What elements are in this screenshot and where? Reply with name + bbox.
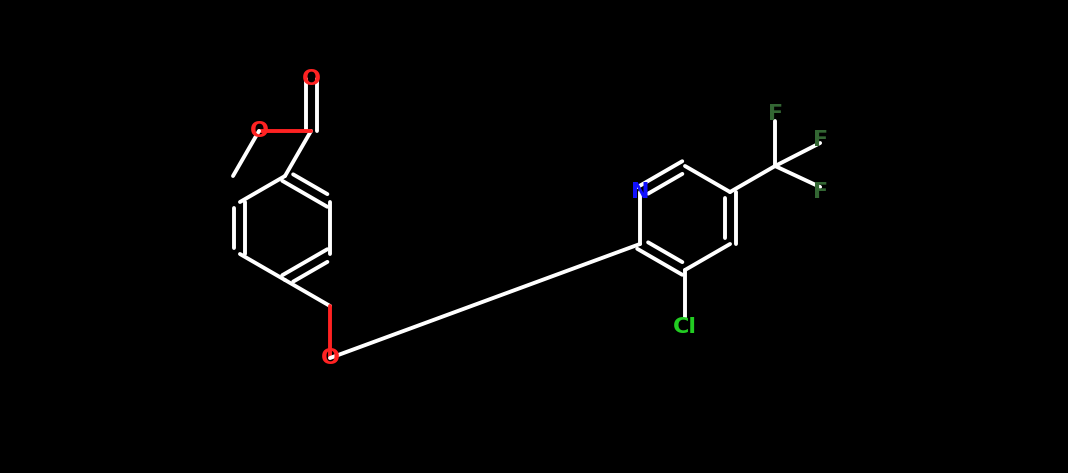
Text: O: O bbox=[301, 69, 320, 89]
Text: Cl: Cl bbox=[673, 317, 697, 337]
Text: F: F bbox=[813, 182, 828, 202]
Text: N: N bbox=[631, 182, 649, 202]
Text: F: F bbox=[768, 104, 783, 124]
Text: F: F bbox=[813, 130, 828, 150]
Text: O: O bbox=[320, 348, 340, 368]
Text: O: O bbox=[250, 121, 268, 141]
